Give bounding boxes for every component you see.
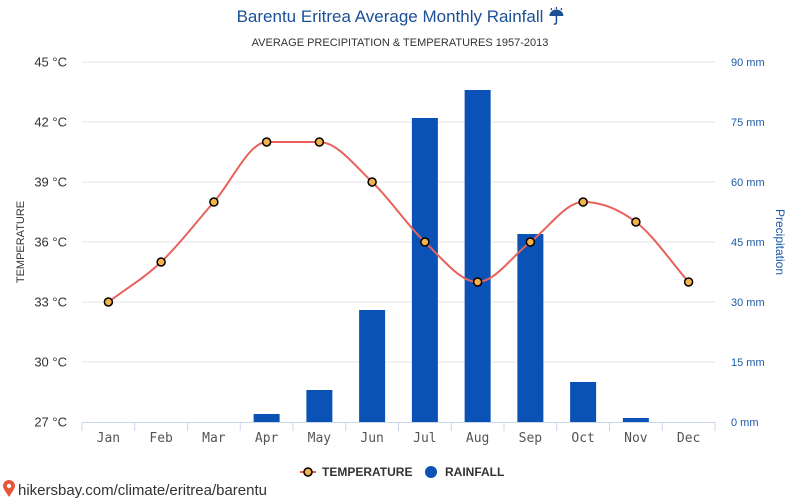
rainfall-bar[interactable] [253, 414, 280, 422]
x-axis-tick-label: Sep [519, 431, 543, 446]
rainfall-bar[interactable] [411, 118, 438, 422]
chart-subtitle: AVERAGE PRECIPITATION & TEMPERATURES 195… [252, 37, 549, 49]
temperature-point[interactable] [103, 297, 114, 307]
temperature-point[interactable] [209, 197, 219, 207]
temperature-point[interactable] [525, 237, 536, 247]
x-axis-tick-label: Apr [255, 431, 279, 446]
x-axis-tick-label: Mar [202, 431, 226, 446]
y-axis-right-tick-label: 45 mm [731, 237, 765, 249]
temperature-point[interactable] [261, 137, 272, 147]
temperature-point[interactable] [156, 257, 166, 267]
temperature-line [107, 141, 690, 303]
rainfall-bar[interactable] [306, 390, 333, 422]
rainfall-bar[interactable] [570, 382, 597, 422]
rainfall-bar[interactable] [359, 310, 386, 422]
y-axis-left-tick-label: 33 °C [34, 295, 67, 310]
y-axis-left-tick-label: 42 °C [34, 115, 67, 130]
umbrella-icon [549, 7, 564, 25]
y-axis-left-tick-label: 45 °C [34, 55, 67, 70]
legend-temperature-marker [303, 467, 313, 477]
rainfall-bar[interactable] [464, 90, 491, 422]
chart-title: Barentu Eritrea Average Monthly Rainfall [237, 7, 544, 26]
x-axis-labels: Jan Feb Mar Apr May Jun Jul Aug Sep Oct Nov Dec [97, 431, 701, 446]
rainfall-bar[interactable] [622, 418, 649, 422]
x-axis-tick-label: Aug [466, 431, 489, 446]
x-axis-tick-label: Feb [149, 431, 173, 446]
location-pin-icon [3, 480, 15, 497]
grid-lines [82, 61, 715, 363]
footer-url: hikersbay.com/climate/eritrea/barentu [18, 482, 267, 499]
legend-temperature-label: TEMPERATURE [322, 465, 412, 479]
x-axis-tick-label: Jun [360, 431, 383, 446]
y-axis-left-title: TEMPERATURE [15, 201, 27, 283]
footer-link[interactable]: hikersbay.com/climate/eritrea/barentu [3, 480, 267, 499]
y-axis-right-tick-label: 60 mm [731, 177, 765, 189]
y-axis-right-tick-label: 15 mm [731, 357, 765, 369]
y-axis-right-tick-label: 90 mm [731, 57, 765, 69]
x-axis-tick-label: Jul [413, 431, 436, 446]
temperature-markers [103, 137, 694, 307]
x-axis-tick-label: Nov [624, 431, 648, 446]
temperature-point[interactable] [631, 217, 641, 227]
x-axis [81, 422, 716, 431]
y-axis-left-tick-label: 39 °C [34, 175, 67, 190]
temperature-line-group [107, 141, 690, 303]
legend-item-temperature[interactable]: TEMPERATURE [300, 465, 412, 479]
y-axis-left-tick-label: 27 °C [34, 415, 67, 430]
x-axis-tick-label: Dec [677, 431, 700, 446]
legend: TEMPERATURE RAINFALL [300, 465, 504, 479]
temperature-point[interactable] [578, 197, 588, 207]
y-axis-right-labels: 0 mm 15 mm 30 mm 45 mm 60 mm 75 mm 90 mm [731, 57, 765, 429]
rainfall-bar[interactable] [517, 234, 544, 422]
x-axis-tick-label: May [308, 431, 332, 446]
x-axis-tick-label: Oct [571, 431, 594, 446]
legend-rainfall-marker [425, 466, 437, 478]
legend-rainfall-label: RAINFALL [445, 465, 504, 479]
temperature-point[interactable] [367, 177, 377, 187]
rainfall-bars [253, 90, 649, 422]
temperature-point[interactable] [683, 277, 694, 287]
y-axis-left-labels: 27 °C 30 °C 33 °C 36 °C 39 °C 42 °C 45 °C [34, 55, 67, 430]
y-axis-right-tick-label: 0 mm [731, 417, 759, 429]
temperature-point[interactable] [472, 277, 483, 287]
y-axis-left-tick-label: 36 °C [34, 235, 67, 250]
legend-item-rainfall[interactable]: RAINFALL [425, 465, 504, 479]
y-axis-right-tick-label: 30 mm [731, 297, 765, 309]
temperature-point[interactable] [314, 137, 325, 147]
y-axis-right-title: Precipitation [773, 209, 787, 275]
x-axis-tick-label: Jan [97, 431, 120, 446]
y-axis-left-tick-label: 30 °C [34, 355, 67, 370]
temperature-point[interactable] [420, 237, 430, 247]
y-axis-right-tick-label: 75 mm [731, 117, 765, 129]
